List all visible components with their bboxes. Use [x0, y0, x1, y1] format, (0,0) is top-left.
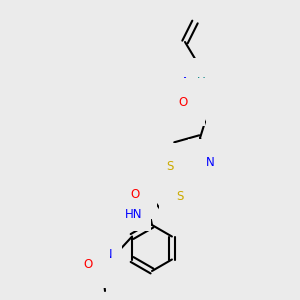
Text: HN: HN: [95, 248, 113, 262]
Text: O: O: [130, 188, 140, 202]
Text: N: N: [206, 157, 214, 169]
Text: N: N: [183, 76, 191, 88]
Text: S: S: [176, 190, 184, 203]
Text: O: O: [83, 257, 93, 271]
Text: S: S: [166, 160, 174, 173]
Text: H: H: [197, 76, 206, 88]
Text: O: O: [178, 95, 188, 109]
Text: HN: HN: [124, 208, 142, 221]
